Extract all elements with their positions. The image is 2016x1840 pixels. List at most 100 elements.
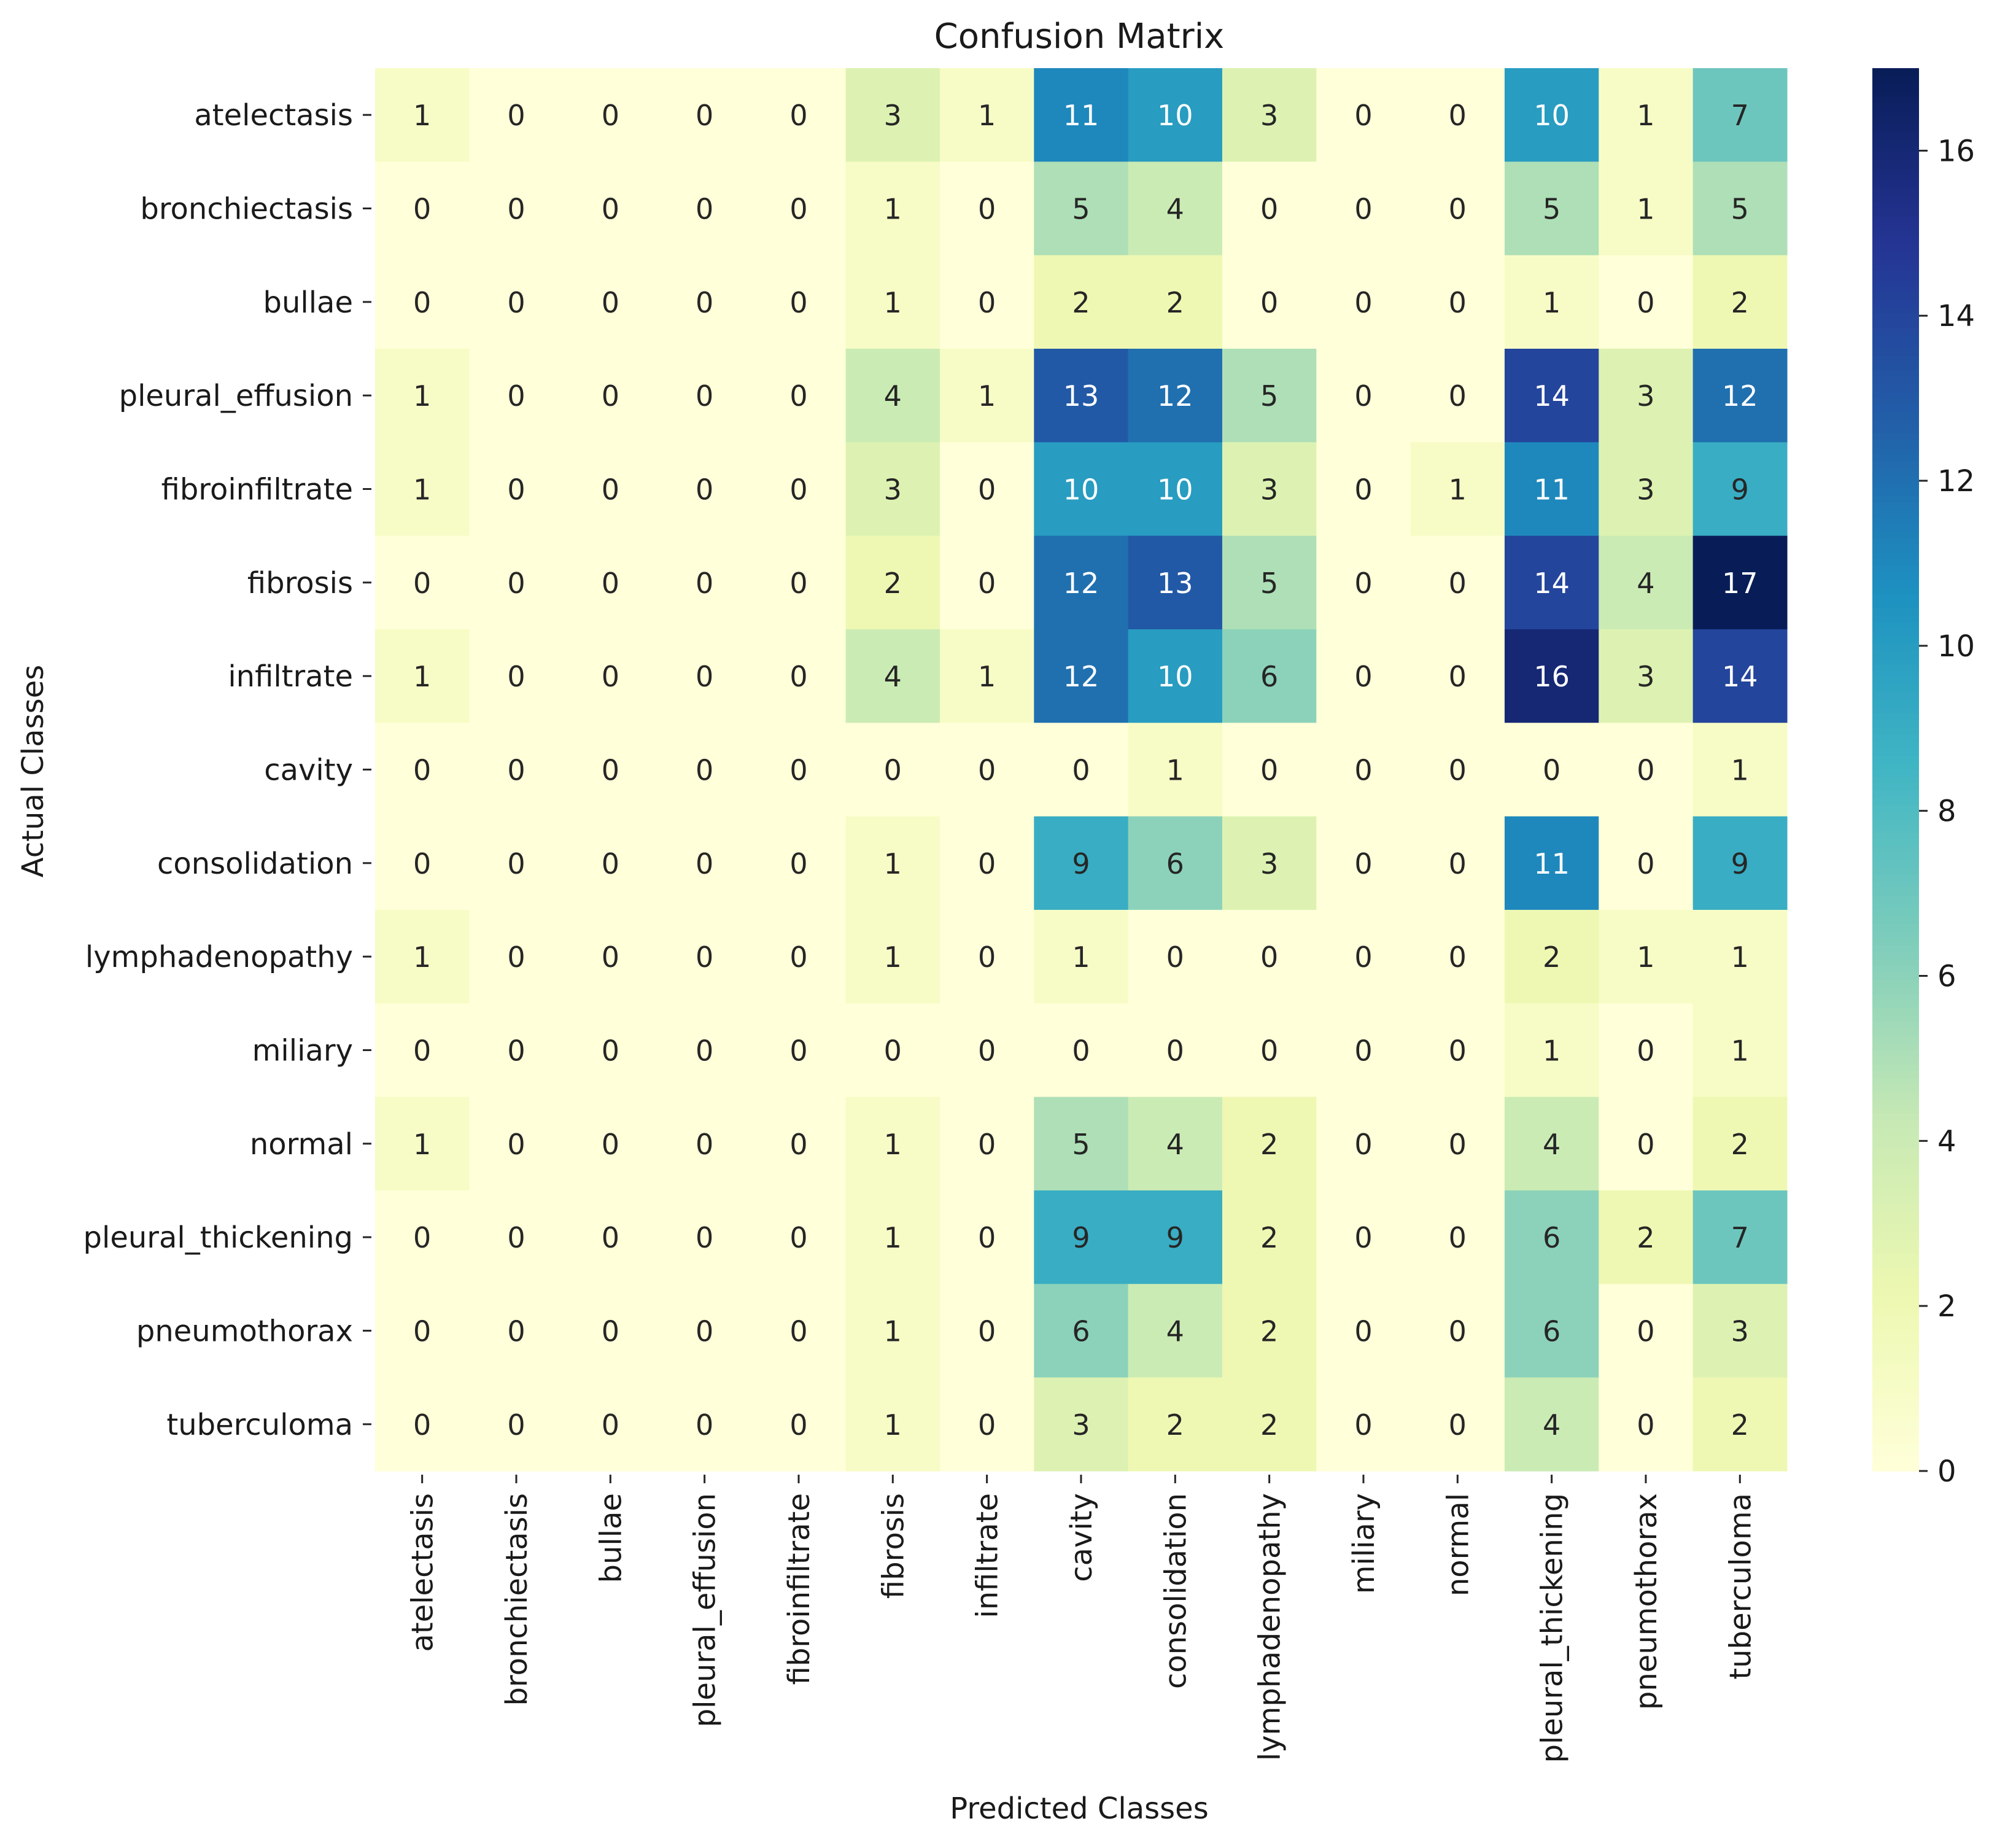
heatmap-cell [657, 629, 752, 723]
heatmap-cell [375, 1284, 470, 1378]
colorbar-segment [1872, 1001, 1919, 1009]
cell-value: 0 [1072, 1034, 1090, 1067]
heatmap-cell [1316, 723, 1411, 817]
x-tick-label: fibrosis [876, 1493, 910, 1599]
colorbar-segment [1872, 1106, 1919, 1114]
colorbar-segment [1872, 257, 1919, 265]
colorbar-segment [1872, 384, 1919, 392]
heatmap-cell [1316, 68, 1411, 162]
heatmap-cell [1128, 1190, 1223, 1284]
heatmap-cell [563, 816, 658, 910]
colorbar-segment [1872, 495, 1919, 504]
cell-value: 4 [1543, 1408, 1560, 1442]
heatmap-cell [845, 348, 940, 443]
heatmap-cell [375, 629, 470, 723]
y-tick-label: miliary [252, 1033, 353, 1068]
colorbar-segment [1872, 573, 1919, 581]
heatmap-cell [1316, 255, 1411, 349]
y-axis: atelectasis bronchiectasis bullae pleural_e… [83, 98, 371, 1442]
colorbar-segment [1872, 755, 1919, 763]
colorbar-segment [1872, 1176, 1919, 1184]
cell-value: 10 [1063, 473, 1099, 506]
cell-value: 0 [1354, 567, 1372, 600]
colorbar-segment [1872, 433, 1919, 441]
colorbar-segment [1872, 720, 1919, 728]
colorbar-segment [1872, 734, 1919, 742]
colorbar-segment [1872, 208, 1919, 216]
colorbar-segment [1872, 454, 1919, 462]
heatmap-cell [563, 535, 658, 630]
heatmap-cell [469, 68, 564, 162]
heatmap-cell [375, 1190, 470, 1284]
heatmap-cell [751, 348, 847, 443]
cell-value: 0 [1072, 753, 1090, 786]
colorbar-segment [1872, 861, 1919, 869]
heatmap-cell [1316, 909, 1411, 1004]
colorbar-segment [1872, 1443, 1919, 1451]
colorbar-segment [1872, 1120, 1919, 1128]
heatmap-cell [1034, 442, 1129, 537]
cell-value: 9 [1731, 847, 1749, 880]
cell-value: 4 [1166, 1314, 1184, 1348]
cell-value: 0 [1637, 286, 1654, 319]
heatmap-cell [1599, 161, 1694, 256]
colorbar-segment [1872, 292, 1919, 300]
colorbar-segment [1872, 503, 1919, 511]
x-axis: atelectasis bronchiectasis bullae pleural_e… [406, 1474, 1758, 1763]
colorbar-tick-label: 14 [1937, 299, 1975, 333]
colorbar-segment [1872, 1408, 1919, 1416]
heatmap-cell [1692, 1377, 1788, 1472]
heatmap-cell [657, 348, 752, 443]
cell-value: 0 [1637, 1034, 1654, 1067]
cell-value: 4 [884, 660, 902, 693]
cell-value: 0 [1449, 286, 1467, 319]
x-tick-label: pleural_effusion [688, 1493, 723, 1727]
colorbar-segment [1872, 615, 1919, 623]
heatmap-cell [1410, 1377, 1505, 1472]
cell-value: 0 [1449, 1128, 1467, 1161]
cell-value: 0 [413, 753, 431, 786]
colorbar-segment [1872, 390, 1919, 398]
heatmap-cell [1222, 1377, 1317, 1472]
colorbar-segment [1872, 1050, 1919, 1058]
colorbar-tick-label: 2 [1937, 1289, 1956, 1324]
cell-value: 0 [696, 1408, 713, 1442]
heatmap-cell [845, 909, 940, 1004]
heatmap-cell [1410, 1097, 1505, 1191]
colorbar-segment [1872, 868, 1919, 875]
cell-value: 0 [602, 473, 619, 506]
heatmap-cell [657, 255, 752, 349]
colorbar-segment [1872, 131, 1919, 139]
colorbar-segment [1872, 103, 1919, 111]
y-tick-label: bronchiectasis [140, 192, 353, 227]
colorbar-segment [1872, 1225, 1919, 1233]
colorbar-segment [1872, 1064, 1919, 1072]
cell-value: 0 [602, 660, 619, 693]
colorbar-segment [1872, 419, 1919, 427]
colorbar-segment [1872, 1345, 1919, 1353]
colorbar-segment [1872, 362, 1919, 371]
cell-value: 0 [696, 1221, 713, 1254]
cell-value: 0 [413, 1408, 431, 1442]
colorbar-segment [1872, 664, 1919, 672]
colorbar-segment [1872, 271, 1919, 279]
cell-value: 0 [789, 847, 807, 880]
heatmap-cell [375, 1377, 470, 1472]
heatmap-cell [375, 68, 470, 162]
heatmap-cell [1504, 535, 1599, 630]
heatmap-cell [469, 909, 564, 1004]
colorbar-segment [1872, 300, 1919, 308]
colorbar-segment [1872, 650, 1919, 658]
cell-value: 0 [507, 379, 525, 413]
heatmap-cell [1692, 1097, 1788, 1191]
colorbar-segment [1872, 888, 1919, 896]
colorbar-segment [1872, 1148, 1919, 1156]
cell-value: 0 [602, 753, 619, 786]
heatmap-cell [1599, 1377, 1694, 1472]
cell-value: 1 [978, 660, 996, 693]
y-tick-label: pleural_effusion [119, 379, 353, 413]
cell-value: 0 [413, 286, 431, 319]
cell-value: 1 [884, 1314, 902, 1348]
heatmap-cell [751, 161, 847, 256]
colorbar-segment [1872, 446, 1919, 455]
